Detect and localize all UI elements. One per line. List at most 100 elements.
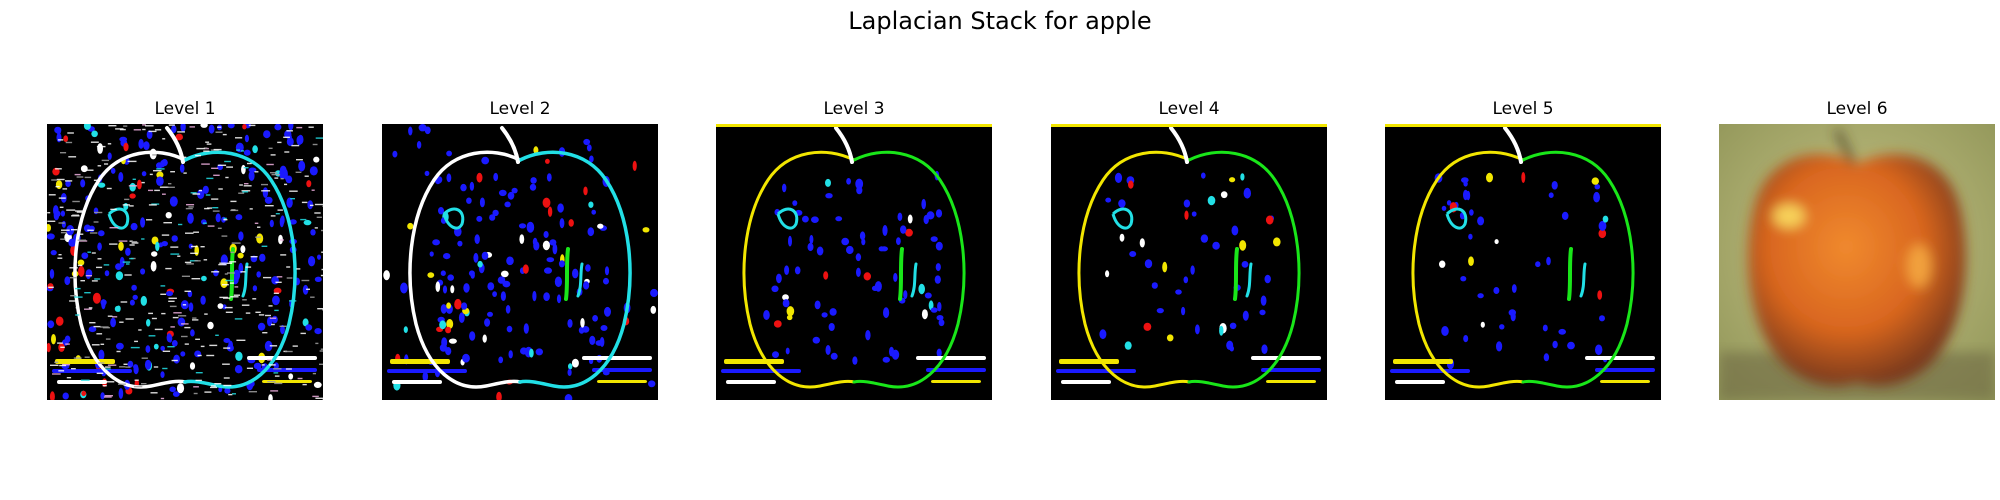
edge-dot: [855, 178, 864, 190]
edge-dot: [930, 236, 938, 242]
apple-edge-right: [1187, 150, 1301, 389]
edge-dot: [829, 308, 837, 316]
edge-dot: [835, 216, 843, 222]
noise-texture: [154, 189, 160, 192]
noise-texture: [84, 308, 92, 310]
noise-texture: [163, 222, 172, 224]
noise-texture: [70, 295, 77, 297]
edge-dot: [924, 292, 932, 299]
noise-texture: [200, 246, 205, 248]
noise-texture: [316, 216, 322, 218]
edge-dot: [547, 206, 553, 217]
edge-dot: [280, 324, 285, 335]
noise-texture: [250, 256, 258, 258]
noise-texture: [290, 198, 295, 200]
noise-texture: [322, 205, 323, 207]
noise-texture: [181, 335, 188, 338]
edge-dot: [567, 319, 573, 328]
edge-dot: [114, 305, 120, 312]
edge-dot: [1212, 241, 1220, 250]
noise-texture: [55, 168, 62, 170]
edge-dot: [104, 270, 110, 277]
edge-dot: [88, 225, 95, 232]
noise-texture: [203, 147, 208, 149]
noise-texture: [67, 132, 74, 134]
noise-texture: [58, 254, 62, 256]
edge-dot: [936, 348, 942, 357]
noise-texture: [184, 290, 191, 292]
edge-dot: [188, 302, 194, 312]
edge-dot: [479, 197, 485, 208]
noise-texture: [205, 194, 211, 196]
edge-dot: [264, 340, 273, 352]
edge-dot: [492, 209, 499, 217]
noise-texture: [122, 204, 130, 206]
noise-texture: [72, 214, 79, 216]
edge-dot: [439, 320, 447, 330]
edge-dot: [252, 145, 258, 154]
edge-dot: [604, 266, 610, 276]
edge-dot: [53, 205, 59, 216]
edge-dot: [169, 386, 176, 393]
edge-dot: [520, 347, 528, 355]
noise-texture: [300, 332, 306, 335]
edge-dot: [241, 164, 246, 175]
edge-dot: [145, 345, 151, 353]
apple-edge-right: [183, 150, 297, 389]
edge-dot: [446, 173, 452, 183]
apple-highlight-left: [1773, 204, 1805, 228]
noise-texture: [312, 143, 318, 146]
edge-dot: [51, 334, 56, 345]
noise-texture: [91, 252, 96, 254]
highlight-edge: [564, 247, 570, 301]
edge-dot: [1469, 209, 1474, 216]
edge-dot: [567, 368, 572, 376]
edge-dot: [1175, 289, 1182, 295]
edge-dot: [543, 292, 550, 301]
noise-texture: [271, 173, 281, 176]
noise-texture: [88, 307, 93, 309]
edge-dot: [1552, 340, 1558, 349]
edge-dot: [61, 220, 66, 228]
edge-dot: [179, 164, 185, 173]
table-edge-streak: [1056, 369, 1136, 373]
edge-dot: [846, 245, 854, 255]
edge-dot: [785, 347, 790, 355]
edge-dot: [47, 342, 51, 353]
edge-dot: [131, 284, 137, 291]
edge-dot: [314, 328, 322, 335]
noise-texture: [148, 189, 154, 192]
edge-dot: [66, 225, 75, 236]
edge-dot: [288, 373, 294, 380]
noise-texture: [178, 223, 183, 226]
noise-texture: [241, 190, 251, 192]
edge-dot: [180, 124, 186, 132]
edge-dot: [763, 310, 770, 320]
edge-dot: [146, 130, 153, 139]
noise-texture: [100, 343, 105, 345]
edge-dot: [446, 302, 451, 309]
edge-dot: [816, 246, 824, 256]
noise-texture: [248, 391, 257, 393]
edge-dot: [257, 322, 266, 331]
edge-dot: [572, 268, 579, 279]
noise-texture: [201, 163, 210, 165]
noise-texture: [191, 245, 198, 248]
noise-texture: [149, 173, 153, 176]
edge-dot: [176, 383, 185, 394]
highlight-edge: [442, 207, 465, 230]
laplacian-image-level-4: [1051, 124, 1327, 400]
noise-texture: [170, 246, 179, 248]
table-edge-streak: [1261, 368, 1321, 372]
edge-dot: [484, 318, 491, 327]
edge-dot: [156, 171, 164, 179]
noise-texture: [170, 326, 175, 328]
table-edge-streak: [597, 380, 647, 383]
edge-dot: [93, 207, 99, 215]
edge-dot: [533, 241, 540, 251]
highlight-edge: [776, 207, 799, 230]
panel-level-6: Level 6: [1719, 98, 1995, 400]
edge-dot: [1229, 322, 1237, 329]
noise-texture: [134, 340, 138, 343]
noise-texture: [131, 241, 138, 243]
